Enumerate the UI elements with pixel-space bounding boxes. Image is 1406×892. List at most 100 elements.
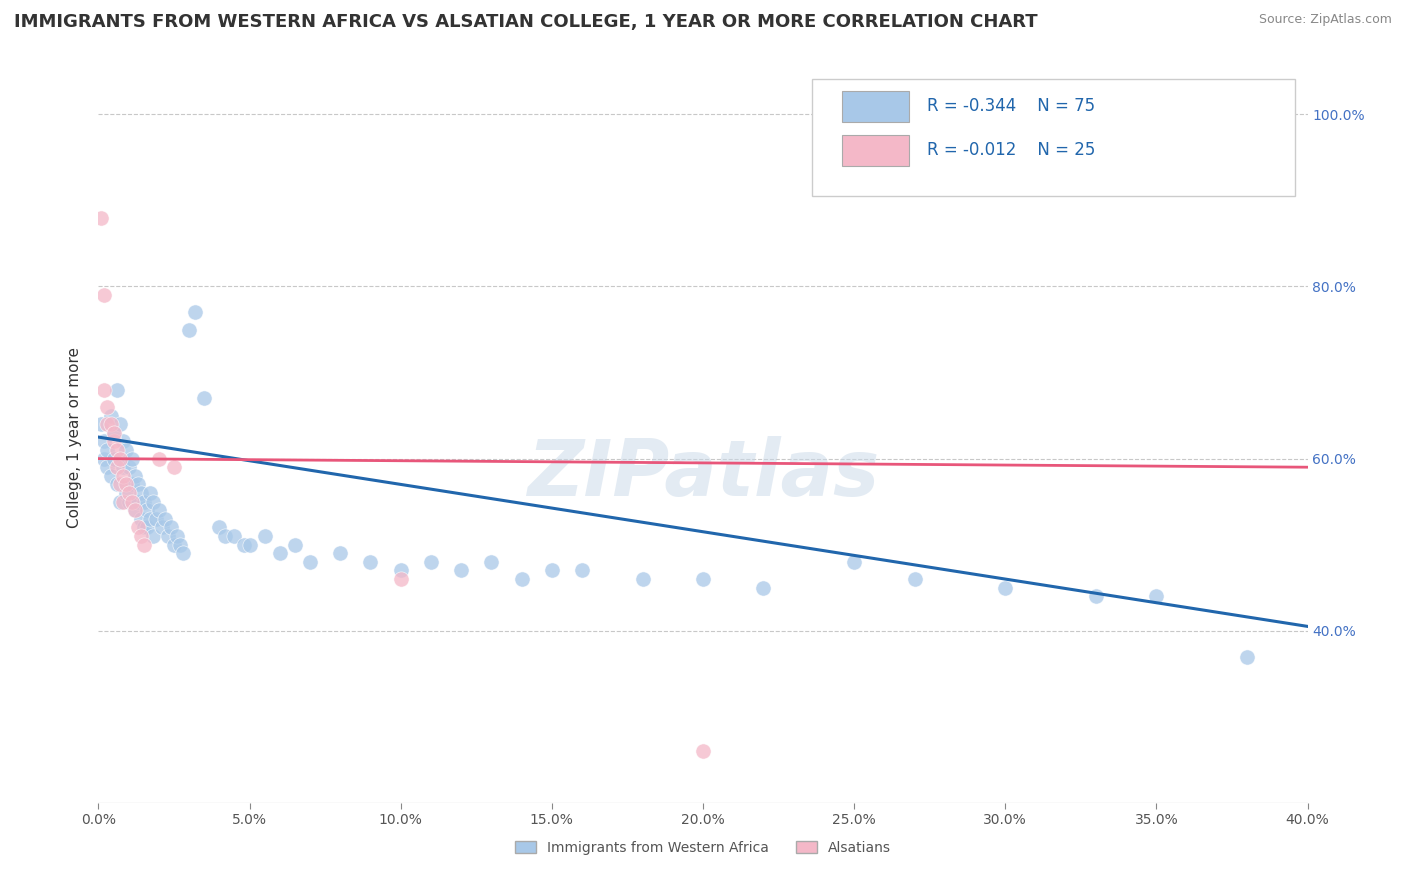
Point [132, 494, 155, 508]
Point [169, 538, 191, 552]
Point [153, 512, 176, 526]
Point [105, 477, 128, 491]
Point [208, 520, 231, 534]
Point [108, 451, 131, 466]
Point [127, 477, 149, 491]
Point [184, 305, 207, 319]
Point [124, 468, 146, 483]
Point [160, 520, 183, 534]
Point [844, 555, 866, 569]
Point [90, 211, 112, 225]
Point [118, 460, 141, 475]
Point [124, 503, 146, 517]
Point [114, 486, 136, 500]
Point [103, 451, 125, 466]
Point [540, 564, 562, 578]
Y-axis label: College, 1 year or more: College, 1 year or more [67, 347, 83, 527]
Point [96, 400, 118, 414]
Point [96, 460, 118, 475]
Point [108, 494, 131, 508]
Text: R = -0.012    N = 25: R = -0.012 N = 25 [927, 141, 1095, 160]
Point [360, 555, 382, 569]
Point [420, 555, 443, 569]
Point [510, 572, 533, 586]
Point [132, 520, 155, 534]
Text: Source: ZipAtlas.com: Source: ZipAtlas.com [1258, 13, 1392, 27]
Point [631, 572, 654, 586]
Point [142, 529, 165, 543]
Point [1236, 649, 1258, 664]
Point [214, 529, 236, 543]
Point [450, 564, 472, 578]
Point [121, 477, 143, 491]
Point [148, 503, 170, 517]
Point [105, 442, 128, 457]
Point [329, 546, 352, 560]
Point [224, 529, 246, 543]
Point [239, 538, 262, 552]
FancyBboxPatch shape [842, 91, 908, 122]
Point [135, 520, 157, 534]
Point [389, 564, 412, 578]
Point [103, 434, 125, 449]
Point [111, 434, 134, 449]
Point [253, 529, 276, 543]
Point [100, 409, 122, 423]
Point [114, 477, 136, 491]
Point [284, 538, 307, 552]
Point [121, 494, 143, 508]
Point [127, 494, 149, 508]
Legend: Immigrants from Western Africa, Alsatians: Immigrants from Western Africa, Alsatian… [508, 834, 898, 862]
Point [150, 520, 173, 534]
Point [93, 451, 115, 466]
Point [148, 451, 170, 466]
Text: ZIPatlas: ZIPatlas [527, 435, 879, 512]
Point [127, 520, 149, 534]
Point [90, 417, 112, 432]
Point [994, 581, 1017, 595]
Point [139, 512, 162, 526]
Point [121, 451, 143, 466]
Point [103, 425, 125, 440]
Text: IMMIGRANTS FROM WESTERN AFRICA VS ALSATIAN COLLEGE, 1 YEAR OR MORE CORRELATION C: IMMIGRANTS FROM WESTERN AFRICA VS ALSATI… [14, 13, 1038, 31]
Point [111, 460, 134, 475]
Point [692, 744, 714, 758]
Point [124, 503, 146, 517]
Point [163, 460, 186, 475]
Point [172, 546, 194, 560]
Point [93, 383, 115, 397]
Point [269, 546, 291, 560]
Point [139, 486, 162, 500]
Point [105, 383, 128, 397]
Point [156, 529, 179, 543]
Point [129, 486, 152, 500]
Point [114, 442, 136, 457]
Point [100, 468, 122, 483]
Point [1085, 589, 1108, 603]
Point [96, 417, 118, 432]
Point [93, 434, 115, 449]
Point [232, 538, 254, 552]
Point [904, 572, 927, 586]
Text: R = -0.344    N = 75: R = -0.344 N = 75 [927, 97, 1095, 115]
Point [179, 322, 201, 336]
Point [100, 417, 122, 432]
Point [299, 555, 322, 569]
FancyBboxPatch shape [842, 135, 908, 166]
Point [752, 581, 775, 595]
Point [166, 529, 188, 543]
Point [163, 538, 186, 552]
Point [118, 494, 141, 508]
Point [103, 425, 125, 440]
Point [108, 477, 131, 491]
Point [132, 538, 155, 552]
Point [1144, 589, 1167, 603]
FancyBboxPatch shape [811, 78, 1295, 195]
Point [571, 564, 593, 578]
Point [389, 572, 412, 586]
Point [105, 460, 128, 475]
Point [142, 494, 165, 508]
Point [129, 529, 152, 543]
Point [692, 572, 714, 586]
Point [111, 468, 134, 483]
